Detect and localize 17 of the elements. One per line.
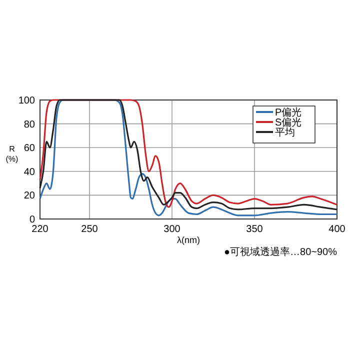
legend-label: S偏光 [275,116,302,128]
y-tick-label: 80 [24,119,36,130]
y-tick-label: 0 [29,214,36,226]
legend-label: P偏光 [275,106,302,118]
legend-label: 平均 [275,126,295,138]
x-tick-label: 220 [32,224,49,235]
y-axis-title: R (%) [6,144,19,164]
y-tick-label: 20 [24,190,36,202]
x-tick-label: 300 [164,224,181,235]
y-tick-label: 60 [24,143,36,154]
text: ●可視域透過率…80~90% [224,246,338,258]
x-tick-label: 400 [328,224,346,235]
y-tick-label: 40 [24,166,36,178]
x-axis-title: λ(nm) [177,235,200,245]
x-tick-label: 350 [246,224,264,235]
y-tick-label: 100 [18,96,36,106]
x-tick-label: 250 [81,224,98,235]
